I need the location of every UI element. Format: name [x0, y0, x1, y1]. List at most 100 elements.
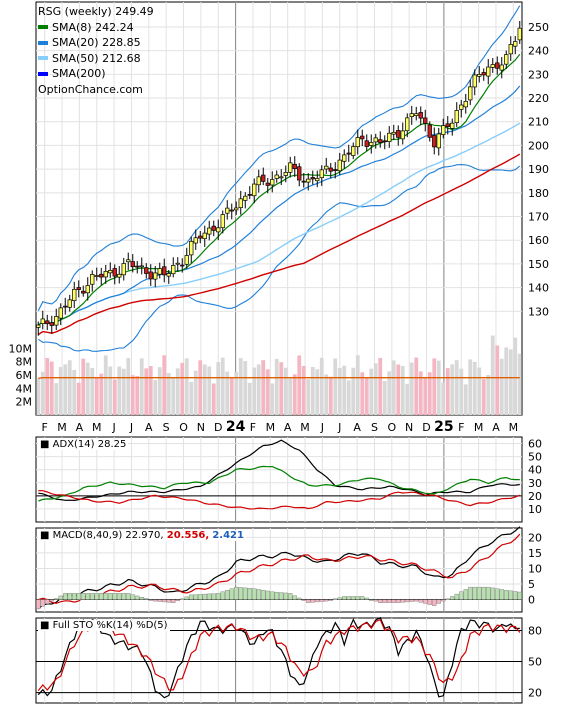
adx-label: ■ ADX(14) 28.25	[38, 439, 129, 450]
macd-y-tick: 10	[528, 562, 542, 575]
candle-body	[36, 324, 41, 328]
x-tick-label: S	[371, 421, 378, 434]
candle-body	[85, 285, 90, 294]
macd-histogram-bar	[391, 599, 396, 603]
x-tick-label: F	[250, 421, 256, 434]
candle-body	[319, 169, 324, 179]
macd-histogram-bar	[247, 588, 252, 600]
price-y-tick: 140	[528, 282, 549, 295]
volume-bar	[477, 367, 482, 415]
macd-histogram-bar	[468, 586, 473, 600]
candle-body	[432, 135, 437, 148]
macd-histogram-bar	[414, 599, 419, 602]
volume-bar	[216, 362, 221, 415]
candle-body	[157, 268, 162, 275]
volume-bar	[85, 362, 90, 415]
candle-body	[139, 265, 144, 268]
candle-body	[274, 174, 279, 179]
candle-body	[162, 266, 167, 276]
volume-bar	[144, 368, 149, 415]
sto-series-0	[37, 616, 520, 699]
macd-histogram-bar	[153, 599, 158, 602]
macd-histogram-bar	[283, 592, 288, 600]
macd-histogram-bar	[58, 595, 63, 600]
macd-histogram-bar	[220, 591, 225, 600]
candle-body	[171, 265, 176, 275]
volume-bar	[265, 369, 270, 415]
adx-y-tick: 30	[528, 477, 542, 490]
macd-histogram-bar	[432, 599, 437, 606]
volume-y-tick: 10M	[9, 342, 33, 355]
sma50-swatch	[38, 56, 48, 61]
volume-bar	[49, 361, 54, 415]
macd-histogram-bar	[400, 599, 405, 603]
volume-bar	[396, 364, 401, 415]
volume-bar	[81, 358, 86, 415]
sto-y-tick: 50	[528, 656, 542, 669]
candle-body	[508, 44, 513, 55]
candle-body	[468, 86, 473, 101]
volume-bar	[292, 374, 297, 415]
volume-bar	[319, 357, 324, 415]
macd-histogram-bar	[157, 599, 162, 602]
volume-bar	[90, 368, 95, 415]
candle-body	[346, 152, 351, 155]
volume-bar	[387, 371, 392, 415]
macd-histogram-bar	[121, 593, 126, 600]
volume-bar	[72, 370, 77, 415]
volume-bar	[189, 381, 194, 415]
volume-bar	[54, 383, 59, 415]
legend-sma50-label: SMA(50) 212.68	[52, 51, 141, 65]
macd-histogram-bar	[405, 599, 410, 603]
volume-bar	[94, 378, 99, 415]
candle-body	[373, 137, 378, 143]
volume-bar	[171, 377, 176, 415]
adx-panel-frame	[35, 436, 523, 523]
candle-body	[337, 159, 342, 172]
candle-body	[342, 154, 347, 162]
macd-histogram-bar	[499, 589, 504, 600]
macd-y-tick: 0	[528, 594, 535, 607]
candle-body	[243, 195, 248, 201]
candle-body	[45, 320, 50, 325]
volume-bar	[310, 366, 315, 415]
volume-bar	[36, 378, 41, 415]
volume-bar	[369, 368, 374, 415]
volume-y-tick: 8M	[16, 356, 33, 369]
macd-histogram-bar	[85, 593, 90, 600]
candle-body	[364, 140, 369, 147]
legend-sma8-label: SMA(8) 242.24	[52, 20, 134, 34]
macd-histogram-bar	[112, 593, 117, 600]
macd-histogram-bar	[508, 590, 513, 600]
macd-histogram-bar	[360, 596, 365, 600]
macd-histogram-bar	[297, 597, 302, 600]
macd-histogram-bar	[310, 599, 315, 603]
candle-body	[391, 131, 396, 135]
macd-histogram-bar	[139, 597, 144, 600]
candle-body	[166, 273, 171, 277]
candle-body	[472, 74, 477, 88]
x-tick-label: O	[387, 421, 396, 434]
macd-histogram-bar	[382, 599, 387, 603]
volume-bar	[202, 364, 207, 415]
macd-histogram-bar	[211, 593, 216, 600]
macd-histogram-bar	[427, 599, 432, 605]
candle-body	[481, 72, 486, 76]
macd-histogram-bar	[193, 594, 198, 600]
x-tick-label: A	[284, 421, 292, 434]
volume-bar	[423, 377, 428, 415]
candle-body	[265, 182, 270, 186]
volume-bar	[153, 379, 158, 415]
x-tick-label: 24	[226, 419, 246, 435]
macd-histogram-bar	[144, 598, 149, 600]
volume-bar	[351, 367, 356, 415]
volume-bar	[427, 372, 432, 415]
volume-bar	[378, 357, 383, 415]
volume-bar	[436, 360, 441, 415]
macd-hist-value: 2.421	[212, 530, 244, 541]
volume-bar	[180, 362, 185, 415]
macd-histogram-bar	[99, 593, 104, 600]
volume-bar	[391, 360, 396, 415]
macd-histogram-bar	[229, 588, 234, 600]
candle-body	[117, 273, 122, 278]
